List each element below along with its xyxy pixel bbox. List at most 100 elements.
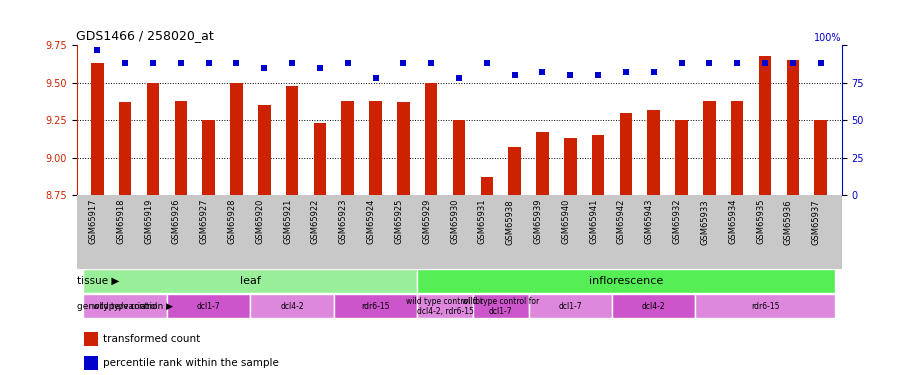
- Bar: [696, 294, 834, 318]
- Bar: [619, 112, 632, 195]
- Point: [536, 69, 550, 75]
- Text: GSM65918: GSM65918: [116, 199, 125, 244]
- Text: GSM65931: GSM65931: [478, 199, 487, 244]
- Bar: [787, 60, 799, 195]
- Bar: [397, 102, 410, 195]
- Bar: [230, 82, 243, 195]
- Point: [146, 60, 160, 66]
- Text: GSM65917: GSM65917: [88, 199, 97, 244]
- Text: dcl1-7: dcl1-7: [197, 302, 220, 311]
- Point: [257, 64, 272, 70]
- Text: GSM65930: GSM65930: [450, 199, 459, 244]
- Point: [786, 60, 800, 66]
- Bar: [418, 294, 472, 318]
- Point: [480, 60, 494, 66]
- Bar: [528, 294, 612, 318]
- Text: rdr6-15: rdr6-15: [361, 302, 390, 311]
- Bar: [472, 294, 528, 318]
- Point: [230, 60, 244, 66]
- Point: [702, 60, 716, 66]
- Bar: [250, 294, 334, 318]
- Bar: [313, 123, 326, 195]
- Bar: [425, 82, 437, 195]
- Text: transformed count: transformed count: [104, 334, 201, 344]
- Text: GSM65926: GSM65926: [172, 199, 181, 244]
- Point: [118, 60, 132, 66]
- Text: wild type control: wild type control: [93, 302, 158, 311]
- Text: GSM65943: GSM65943: [644, 199, 653, 244]
- Text: GSM65938: GSM65938: [506, 199, 515, 244]
- Text: GSM65928: GSM65928: [228, 199, 237, 244]
- Text: GSM65942: GSM65942: [616, 199, 625, 244]
- Text: GSM65933: GSM65933: [700, 199, 709, 244]
- Text: GSM65934: GSM65934: [728, 199, 737, 244]
- Text: GSM65937: GSM65937: [812, 199, 821, 244]
- Text: GSM65932: GSM65932: [672, 199, 681, 244]
- Bar: [286, 86, 298, 195]
- Bar: [85, 332, 98, 346]
- Text: GSM65925: GSM65925: [394, 199, 403, 244]
- Bar: [202, 120, 215, 195]
- Point: [618, 69, 633, 75]
- Text: rdr6-15: rdr6-15: [751, 302, 779, 311]
- Text: GSM65929: GSM65929: [422, 199, 431, 244]
- Bar: [84, 269, 418, 293]
- Point: [340, 60, 355, 66]
- Bar: [481, 177, 493, 195]
- Bar: [334, 294, 418, 318]
- Text: wild type control for
dcl1-7: wild type control for dcl1-7: [462, 297, 539, 316]
- Text: inflorescence: inflorescence: [589, 276, 663, 286]
- Point: [368, 75, 382, 81]
- Point: [674, 60, 688, 66]
- Bar: [85, 357, 98, 370]
- Point: [312, 64, 327, 70]
- Bar: [453, 120, 465, 195]
- Point: [591, 72, 606, 78]
- Bar: [175, 100, 187, 195]
- Bar: [564, 138, 577, 195]
- Point: [396, 60, 410, 66]
- Text: GSM65941: GSM65941: [590, 199, 598, 244]
- Bar: [759, 56, 771, 195]
- Bar: [675, 120, 688, 195]
- Point: [90, 46, 104, 53]
- Bar: [612, 294, 696, 318]
- Point: [174, 60, 188, 66]
- Bar: [814, 120, 827, 195]
- Bar: [84, 294, 166, 318]
- Text: GSM65939: GSM65939: [534, 199, 543, 244]
- Bar: [536, 132, 549, 195]
- Text: 100%: 100%: [814, 33, 842, 44]
- Bar: [341, 100, 354, 195]
- Point: [285, 60, 300, 66]
- Text: dcl1-7: dcl1-7: [559, 302, 582, 311]
- Text: GDS1466 / 258020_at: GDS1466 / 258020_at: [76, 30, 214, 42]
- Point: [758, 60, 772, 66]
- Bar: [508, 147, 521, 195]
- Text: percentile rank within the sample: percentile rank within the sample: [104, 358, 279, 368]
- Point: [508, 72, 522, 78]
- Text: GSM65924: GSM65924: [366, 199, 375, 244]
- Text: tissue ▶: tissue ▶: [77, 276, 120, 286]
- Bar: [592, 135, 604, 195]
- Text: GSM65922: GSM65922: [310, 199, 320, 244]
- Point: [202, 60, 216, 66]
- Bar: [119, 102, 131, 195]
- Text: dcl4-2: dcl4-2: [280, 302, 304, 311]
- Point: [730, 60, 744, 66]
- Point: [646, 69, 661, 75]
- Bar: [703, 100, 716, 195]
- Point: [424, 60, 438, 66]
- Bar: [731, 100, 743, 195]
- Text: GSM65923: GSM65923: [338, 199, 347, 244]
- Text: GSM65940: GSM65940: [562, 199, 571, 244]
- Point: [452, 75, 466, 81]
- Point: [814, 60, 828, 66]
- Point: [563, 72, 578, 78]
- Bar: [147, 82, 159, 195]
- Text: GSM65927: GSM65927: [200, 199, 209, 244]
- Bar: [369, 100, 382, 195]
- Bar: [258, 105, 271, 195]
- Text: genotype/variation ▶: genotype/variation ▶: [77, 302, 173, 311]
- Text: GSM65920: GSM65920: [256, 199, 265, 244]
